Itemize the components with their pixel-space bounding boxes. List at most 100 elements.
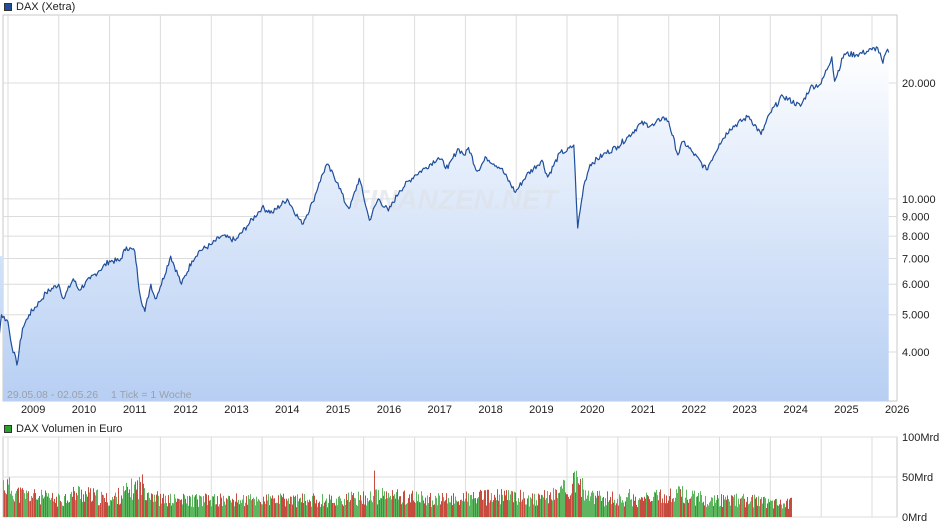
volume-bar bbox=[762, 503, 763, 517]
volume-bar bbox=[466, 491, 467, 517]
volume-bar bbox=[714, 495, 715, 517]
volume-bar bbox=[199, 495, 200, 517]
volume-bar bbox=[248, 495, 249, 517]
volume-bar bbox=[8, 484, 9, 517]
volume-bar bbox=[429, 497, 430, 517]
volume-bar bbox=[716, 499, 717, 517]
volume-bar bbox=[451, 495, 452, 517]
range-label: 29.05.08 - 02.05.26 bbox=[7, 389, 98, 401]
volume-bar bbox=[223, 495, 224, 517]
volume-bar bbox=[128, 492, 129, 517]
volume-bar bbox=[387, 498, 388, 517]
volume-bar bbox=[279, 503, 280, 517]
volume-bar bbox=[404, 490, 405, 517]
volume-bar bbox=[712, 497, 713, 517]
volume-bar bbox=[210, 499, 211, 517]
volume-bar bbox=[3, 480, 4, 517]
volume-bar bbox=[420, 502, 421, 517]
volume-bar bbox=[114, 495, 115, 517]
volume-bar bbox=[147, 493, 148, 517]
volume-bar bbox=[281, 495, 282, 517]
volume-bar bbox=[155, 501, 156, 517]
volume-bar bbox=[412, 490, 413, 517]
volume-bar bbox=[671, 502, 672, 517]
volume-bar bbox=[192, 494, 193, 517]
volume-bar bbox=[376, 489, 377, 517]
volume-bar bbox=[733, 497, 734, 517]
volume-bar bbox=[272, 495, 273, 517]
volume-bar bbox=[69, 502, 70, 517]
volume-bar bbox=[231, 502, 232, 517]
volume-bar bbox=[270, 496, 271, 517]
volume-bar bbox=[761, 497, 762, 517]
volume-bar bbox=[399, 496, 400, 517]
volume-bar bbox=[327, 507, 328, 517]
volume-bar bbox=[397, 489, 398, 517]
volume-bar bbox=[201, 496, 202, 517]
volume-bar bbox=[307, 499, 308, 517]
volume-bar bbox=[732, 495, 733, 517]
volume-bar bbox=[106, 493, 107, 517]
price-x-tick-label: 2012 bbox=[173, 404, 197, 416]
volume-bar bbox=[89, 492, 90, 517]
volume-bar bbox=[364, 504, 365, 517]
volume-bar bbox=[382, 487, 383, 517]
volume-bar bbox=[518, 498, 519, 517]
volume-bar bbox=[434, 504, 435, 517]
volume-bar bbox=[697, 496, 698, 517]
volume-bar bbox=[260, 502, 261, 517]
volume-bar bbox=[391, 499, 392, 517]
volume-bar bbox=[322, 494, 323, 517]
volume-bar bbox=[371, 500, 372, 517]
volume-bar bbox=[308, 502, 309, 517]
volume-bar bbox=[766, 508, 767, 517]
volume-bar bbox=[678, 486, 679, 517]
volume-bar bbox=[668, 500, 669, 517]
volume-bar bbox=[441, 501, 442, 517]
volume-bar bbox=[73, 486, 74, 517]
volume-bar bbox=[299, 498, 300, 517]
volume-bar bbox=[407, 502, 408, 517]
volume-bar bbox=[375, 489, 376, 517]
price-legend: DAX (Xetra) bbox=[4, 1, 75, 13]
volume-bar bbox=[637, 507, 638, 517]
volume-bar bbox=[339, 495, 340, 517]
volume-bar bbox=[658, 500, 659, 517]
volume-bar bbox=[597, 491, 598, 517]
volume-bar bbox=[524, 498, 525, 517]
volume-bar bbox=[39, 496, 40, 517]
volume-bar bbox=[648, 496, 649, 517]
volume-bar bbox=[316, 499, 317, 517]
volume-bar bbox=[226, 498, 227, 517]
volume-bar bbox=[369, 500, 370, 517]
volume-bar bbox=[695, 505, 696, 517]
volume-legend: DAX Volumen in Euro bbox=[4, 423, 122, 435]
volume-bar bbox=[386, 491, 387, 517]
volume-bar bbox=[546, 498, 547, 517]
volume-bar bbox=[95, 495, 96, 517]
volume-bar bbox=[104, 498, 105, 517]
volume-bar bbox=[165, 495, 166, 517]
volume-bar bbox=[263, 496, 264, 517]
volume-bar bbox=[247, 504, 248, 517]
volume-bar bbox=[751, 497, 752, 517]
volume-bar bbox=[566, 494, 567, 517]
volume-bar bbox=[239, 504, 240, 517]
volume-bar bbox=[768, 498, 769, 517]
volume-bar bbox=[620, 496, 621, 517]
volume-bar bbox=[10, 493, 11, 517]
price-x-tick-label: 2017 bbox=[428, 404, 452, 416]
volume-bar bbox=[640, 499, 641, 517]
volume-bar bbox=[41, 489, 42, 517]
volume-bar bbox=[487, 489, 488, 517]
volume-bar bbox=[565, 492, 566, 517]
volume-bar bbox=[530, 497, 531, 517]
volume-bar bbox=[271, 498, 272, 517]
volume-bar bbox=[610, 496, 611, 517]
volume-bar bbox=[381, 498, 382, 517]
volume-bar bbox=[692, 490, 693, 517]
volume-bar bbox=[632, 506, 633, 517]
volume-bar bbox=[395, 498, 396, 517]
volume-bar bbox=[673, 498, 674, 517]
volume-bar bbox=[767, 503, 768, 517]
